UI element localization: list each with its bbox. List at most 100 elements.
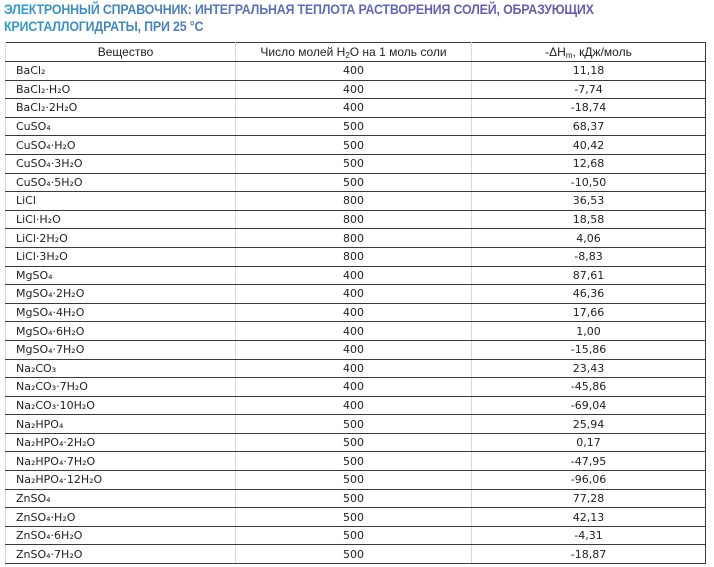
moles-cell: 500: [235, 470, 472, 490]
header-moles-text-2: O на 1 моль соли: [349, 45, 447, 59]
moles-cell: 800: [235, 210, 472, 230]
table-header-row: Вещество Число молей H2O на 1 моль соли …: [5, 42, 706, 62]
substance-cell: LiCl·H₂O: [5, 210, 236, 230]
substance-cell: ZnSO₄·H₂O: [5, 507, 236, 527]
substance-cell: LiCl·3H₂O: [5, 247, 236, 267]
substance-cell: ZnSO₄·7H₂O: [5, 544, 236, 565]
moles-cell: 500: [235, 507, 472, 527]
table-row: CuSO₄ 500 68,37: [5, 117, 706, 137]
header-enthalpy: -ΔHm, кДж/моль: [471, 42, 706, 62]
substance-cell: Na₂CO₃·7H₂O: [5, 377, 236, 397]
enthalpy-cell: -69,04: [471, 396, 706, 416]
table-row: CuSO₄·H₂O 500 40,42: [5, 135, 706, 155]
enthalpy-cell: -8,83: [471, 247, 706, 267]
moles-cell: 400: [235, 359, 472, 379]
table-row: BaCl₂·2H₂O 400 -18,74: [5, 98, 706, 118]
moles-cell: 500: [235, 526, 472, 546]
table-row: LiCl·3H₂O 800 -8,83: [5, 247, 706, 267]
moles-cell: 500: [235, 117, 472, 137]
header-moles-text: Число молей H: [260, 45, 346, 59]
enthalpy-cell: -18,74: [471, 98, 706, 118]
moles-cell: 500: [235, 135, 472, 155]
table-row: BaCl₂ 400 11,18: [5, 61, 706, 81]
enthalpy-cell: 0,17: [471, 433, 706, 453]
moles-cell: 800: [235, 191, 472, 211]
moles-cell: 500: [235, 489, 472, 509]
table-row: CuSO₄·5H₂O 500 -10,50: [5, 173, 706, 193]
table-row: CuSO₄·3H₂O 500 12,68: [5, 154, 706, 174]
table-row: Na₂HPO₄·7H₂O 500 -47,95: [5, 451, 706, 472]
moles-cell: 500: [235, 451, 472, 472]
moles-cell: 500: [235, 433, 472, 453]
enthalpy-cell: -96,06: [471, 470, 706, 490]
substance-cell: LiCl: [5, 191, 236, 211]
substance-cell: BaCl₂·H₂O: [5, 80, 236, 100]
moles-cell: 400: [235, 340, 472, 360]
enthalpy-cell: 17,66: [471, 303, 706, 323]
enthalpy-cell: 68,37: [471, 117, 706, 137]
moles-cell: 500: [235, 414, 472, 434]
table-row: Na₂CO₃·7H₂O 400 -45,86: [5, 377, 706, 397]
enthalpy-cell: 25,94: [471, 414, 706, 434]
enthalpy-cell: 11,18: [471, 61, 706, 81]
enthalpy-cell: 87,61: [471, 266, 706, 286]
table-row: LiCl 800 36,53: [5, 191, 706, 211]
table-row: LiCl·H₂O 800 18,58: [5, 210, 706, 230]
enthalpy-cell: 36,53: [471, 191, 706, 211]
table-row: ZnSO₄·6H₂O 500 -4,31: [5, 526, 706, 546]
moles-cell: 500: [235, 154, 472, 174]
table-row: ZnSO₄·H₂O 500 42,13: [5, 507, 706, 527]
moles-cell: 400: [235, 377, 472, 397]
header-moles: Число молей H2O на 1 моль соли: [235, 42, 472, 62]
enthalpy-cell: -47,95: [471, 451, 706, 472]
substance-cell: Na₂HPO₄·12H₂O: [5, 470, 236, 490]
table-row: MgSO₄ 400 87,61: [5, 266, 706, 286]
header-substance: Вещество: [5, 42, 236, 62]
page-title: ЭЛЕКТРОННЫЙ СПРАВОЧНИК: ИНТЕГРАЛЬНАЯ ТЕП…: [4, 1, 648, 35]
substance-cell: Na₂HPO₄: [5, 414, 236, 434]
moles-cell: 400: [235, 284, 472, 304]
moles-cell: 500: [235, 173, 472, 193]
enthalpy-cell: 77,28: [471, 489, 706, 509]
moles-cell: 400: [235, 61, 472, 81]
enthalpy-cell: -10,50: [471, 173, 706, 193]
moles-cell: 400: [235, 396, 472, 416]
enthalpy-cell: 1,00: [471, 321, 706, 341]
substance-cell: CuSO₄·3H₂O: [5, 154, 236, 174]
enthalpy-cell: 12,68: [471, 154, 706, 174]
substance-cell: LiCl·2H₂O: [5, 228, 236, 248]
substance-cell: ZnSO₄: [5, 489, 236, 509]
data-table: Вещество Число молей H2O на 1 моль соли …: [5, 42, 706, 565]
table-row: BaCl₂·H₂O 400 -7,74: [5, 80, 706, 100]
enthalpy-cell: 23,43: [471, 359, 706, 379]
enthalpy-cell: -15,86: [471, 340, 706, 360]
substance-cell: Na₂CO₃·10H₂O: [5, 396, 236, 416]
moles-cell: 400: [235, 303, 472, 323]
substance-cell: BaCl₂: [5, 61, 236, 81]
table-row: Na₂HPO₄·2H₂O 500 0,17: [5, 433, 706, 453]
enthalpy-cell: 40,42: [471, 135, 706, 155]
substance-cell: Na₂CO₃: [5, 359, 236, 379]
header-enthalpy-unit: , кДж/моль: [572, 45, 632, 59]
table-row: ZnSO₄·7H₂O 500 -18,87: [5, 544, 706, 565]
moles-cell: 400: [235, 266, 472, 286]
header-enthalpy-text: -ΔH: [545, 45, 566, 59]
substance-cell: CuSO₄·H₂O: [5, 135, 236, 155]
enthalpy-cell: -4,31: [471, 526, 706, 546]
enthalpy-cell: -45,86: [471, 377, 706, 397]
substance-cell: MgSO₄·7H₂O: [5, 340, 236, 360]
header-enthalpy-sub: m: [565, 51, 573, 60]
moles-cell: 800: [235, 247, 472, 267]
substance-cell: BaCl₂·2H₂O: [5, 98, 236, 118]
substance-cell: MgSO₄·6H₂O: [5, 321, 236, 341]
moles-cell: 400: [235, 321, 472, 341]
table-row: MgSO₄·4H₂O 400 17,66: [5, 303, 706, 323]
moles-cell: 400: [235, 80, 472, 100]
header-moles-sub: 2: [345, 51, 350, 60]
table-row: Na₂HPO₄·12H₂O 500 -96,06: [5, 470, 706, 490]
substance-cell: MgSO₄·4H₂O: [5, 303, 236, 323]
substance-cell: MgSO₄: [5, 266, 236, 286]
table-row: Na₂CO₃ 400 23,43: [5, 359, 706, 379]
table-row: Na₂CO₃·10H₂O 400 -69,04: [5, 396, 706, 416]
moles-cell: 800: [235, 228, 472, 248]
